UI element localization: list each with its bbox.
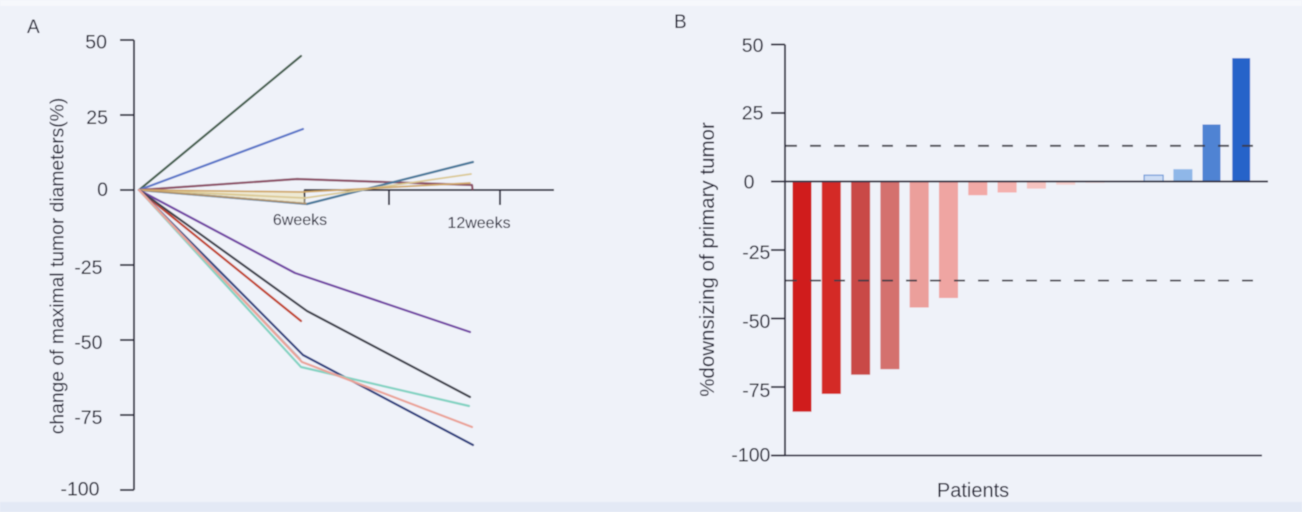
svg-text:6weeks: 6weeks — [273, 212, 327, 229]
svg-text:-100: -100 — [60, 479, 99, 501]
svg-text:-75: -75 — [74, 407, 102, 429]
svg-text:change of maximal tumor diamet: change of maximal tumor diameters(%) — [48, 98, 69, 434]
svg-text:50: 50 — [85, 32, 107, 54]
svg-text:-25: -25 — [74, 257, 102, 279]
svg-text:-50: -50 — [74, 332, 102, 354]
svg-text:-100: -100 — [731, 444, 770, 466]
svg-text:25: 25 — [86, 107, 108, 129]
svg-text:-25: -25 — [742, 242, 770, 264]
svg-text:0: 0 — [97, 179, 108, 201]
svg-text:12weeks: 12weeks — [447, 215, 510, 232]
svg-text:%downsizing of primary tumor: %downsizing of primary tumor — [696, 122, 719, 397]
svg-text:50: 50 — [742, 35, 764, 57]
svg-text:A: A — [27, 17, 40, 38]
svg-text:-50: -50 — [742, 311, 770, 333]
svg-text:0: 0 — [744, 172, 755, 194]
svg-text:B: B — [674, 12, 687, 33]
svg-text:25: 25 — [742, 103, 764, 125]
svg-text:-75: -75 — [742, 380, 770, 402]
svg-text:Patients: Patients — [937, 480, 1009, 502]
